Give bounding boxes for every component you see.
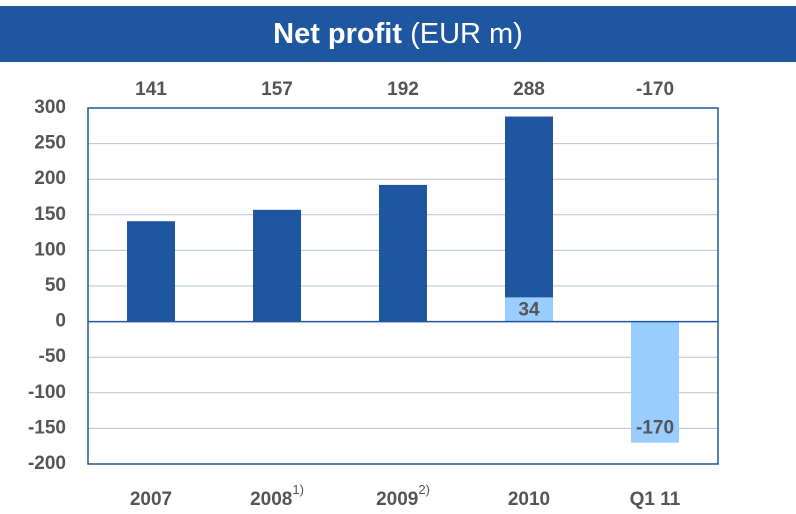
y-tick-label: 50 [45,275,66,296]
total-label: 288 [513,79,545,100]
y-tick-label: 0 [55,311,66,332]
y-tick-label: 100 [34,239,66,260]
title-bar [0,6,796,62]
footnote: 1) [292,482,304,497]
category: 2008 [250,489,292,510]
bar [127,221,175,322]
y-tick-label: 150 [34,204,66,225]
y-tick-label: 250 [34,133,66,154]
x-tick-label: 2007 [130,489,172,510]
bar [379,184,427,322]
total-label: 141 [135,79,167,100]
y-tick-label: -50 [39,346,66,367]
x-tick-label: 20081) [250,482,304,510]
category: Q1 11 [630,489,681,510]
footnote: 2) [418,482,430,497]
y-tick-label: 200 [34,168,66,189]
category: 2009 [376,489,418,510]
x-tick-label: 20092) [376,482,430,510]
bar [505,116,553,298]
x-tick-label: Q1 11 [630,489,681,510]
data-label: -170 [636,418,674,439]
x-tick-label: 2010 [508,489,550,510]
plot-frame [87,107,719,465]
total-label: 157 [261,79,293,100]
y-tick-label: -200 [28,453,66,474]
chart-title: Net profit (EUR m) [273,18,523,50]
total-label: -170 [636,79,674,100]
data-label: 34 [518,299,540,320]
bar [505,297,553,322]
y-tick-label: -150 [28,417,66,438]
title-main: Net profit [273,18,402,50]
bar [631,321,679,443]
total-label: 192 [387,79,419,100]
y-tick-label: -100 [28,382,66,403]
title-unit: (EUR m) [410,18,523,50]
y-tick-label: 300 [34,97,66,118]
category: 2010 [508,489,550,510]
category: 2007 [130,489,172,510]
bar [253,209,301,322]
